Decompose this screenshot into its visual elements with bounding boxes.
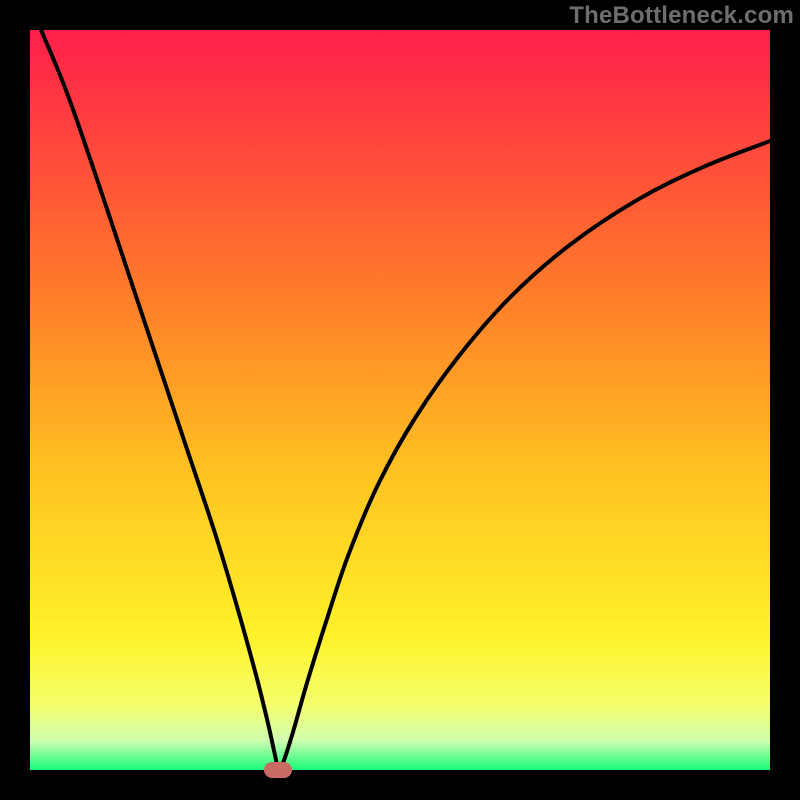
bottleneck-curve <box>41 30 770 769</box>
watermark-text: TheBottleneck.com <box>569 2 794 30</box>
curve-svg <box>30 30 770 770</box>
optimum-marker <box>264 762 292 778</box>
chart-root: TheBottleneck.com <box>0 0 800 800</box>
plot-area <box>30 30 770 770</box>
